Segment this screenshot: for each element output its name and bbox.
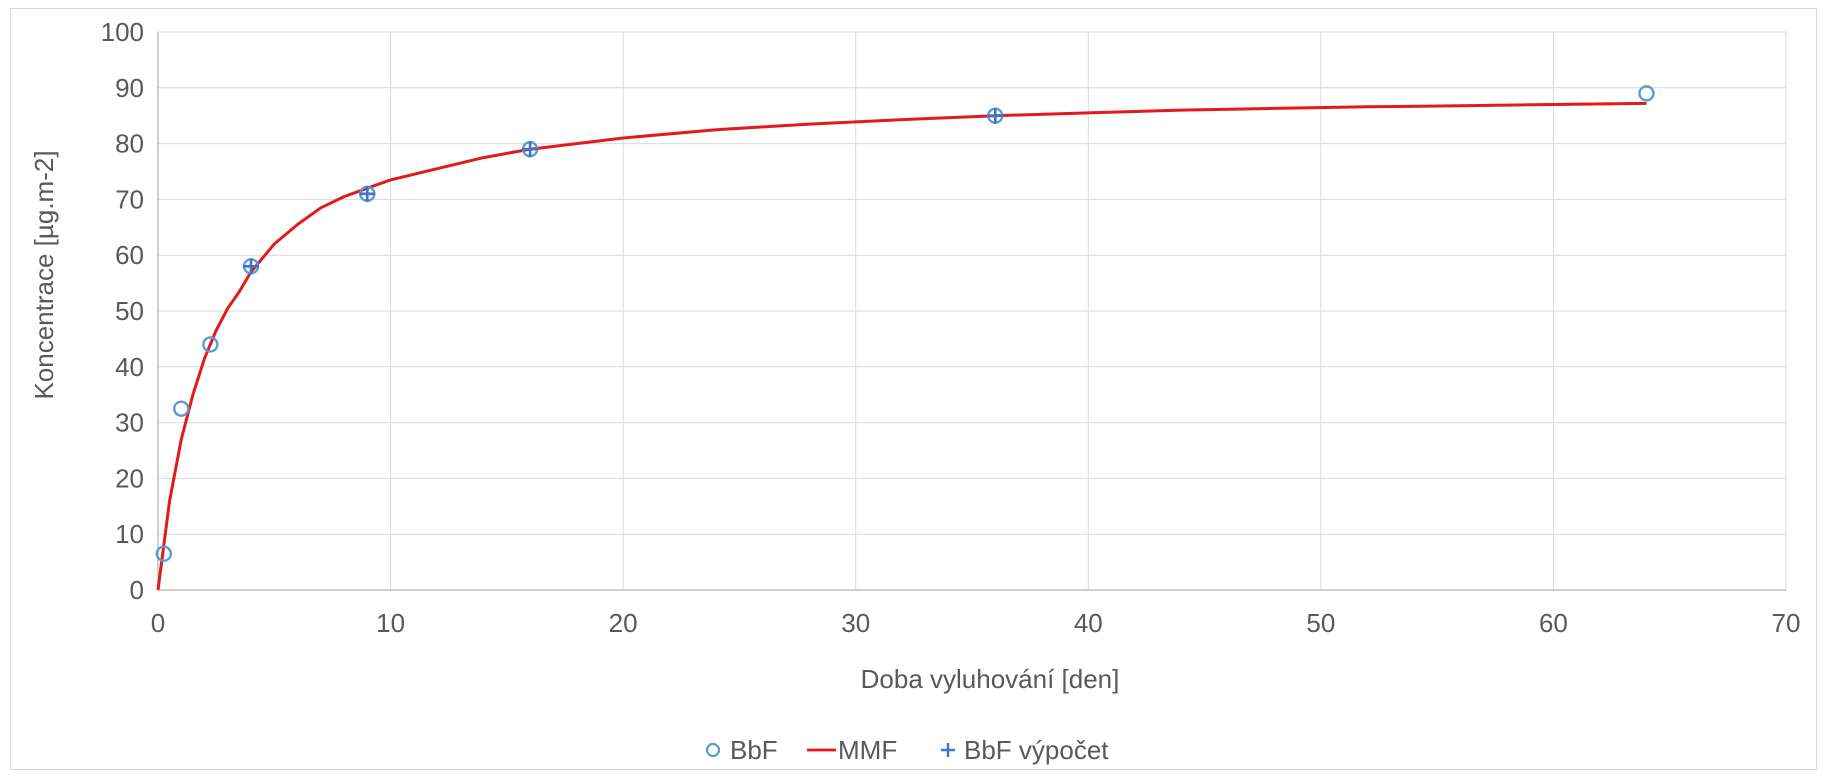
y-tick-label: 90 — [115, 73, 144, 103]
y-tick-label: 0 — [130, 575, 144, 605]
point-bbf — [173, 400, 190, 417]
point-bbf — [1638, 85, 1655, 102]
legend[interactable]: BbF MMF BbF výpočet — [705, 735, 1109, 765]
legend-item-bbf[interactable]: BbF — [705, 735, 778, 765]
x-tick-label: 0 — [151, 608, 165, 638]
y-tick-label: 40 — [115, 352, 144, 382]
y-tick-label: 30 — [115, 408, 144, 438]
point-bbf-vypocet — [987, 107, 1004, 124]
x-axis-title: Doba vyluhování [den] — [861, 664, 1120, 694]
legend-label-mmf: MMF — [838, 735, 897, 765]
point-bbf-vypocet — [243, 258, 260, 275]
chart-frame — [10, 8, 1817, 770]
legend-item-mmf[interactable]: MMF — [807, 735, 897, 765]
y-tick-label: 100 — [101, 17, 144, 47]
y-tick-label: 20 — [115, 463, 144, 493]
legend-label-bbf-vypocet: BbF výpočet — [964, 735, 1109, 765]
series-line-mmf — [156, 101, 1647, 591]
x-tick-label: 60 — [1539, 608, 1568, 638]
series-layer — [155, 85, 1655, 591]
legend-item-bbf-vypocet[interactable]: BbF výpočet — [941, 735, 1109, 765]
legend-marker-circle — [705, 742, 721, 758]
y-axis-title: Koncentrace [µg.m-2] — [29, 150, 59, 399]
x-tick-label: 10 — [376, 608, 405, 638]
legend-marker-plus — [941, 743, 955, 757]
point-bbf-vypocet — [522, 141, 539, 158]
x-tick-label: 20 — [609, 608, 638, 638]
point-bbf — [202, 336, 219, 353]
y-tick-label: 70 — [115, 184, 144, 214]
legend-label-bbf: BbF — [730, 735, 778, 765]
y-tick-label: 80 — [115, 129, 144, 159]
y-tick-label: 50 — [115, 296, 144, 326]
grid-layer — [158, 31, 1787, 590]
point-bbf-vypocet — [359, 185, 376, 202]
x-tick-label: 30 — [841, 608, 870, 638]
y-tick-label: 10 — [115, 519, 144, 549]
x-tick-label: 40 — [1074, 608, 1103, 638]
y-tick-label: 60 — [115, 240, 144, 270]
axis-layer — [157, 32, 1786, 591]
point-bbf — [155, 545, 173, 562]
x-tick-label: 50 — [1306, 608, 1335, 638]
x-tick-label: 70 — [1772, 608, 1801, 638]
tick-layer: 0 10 20 30 40 50 60 70 80 90 100 0 10 20 30 40 50 60 70 — [101, 17, 1801, 638]
